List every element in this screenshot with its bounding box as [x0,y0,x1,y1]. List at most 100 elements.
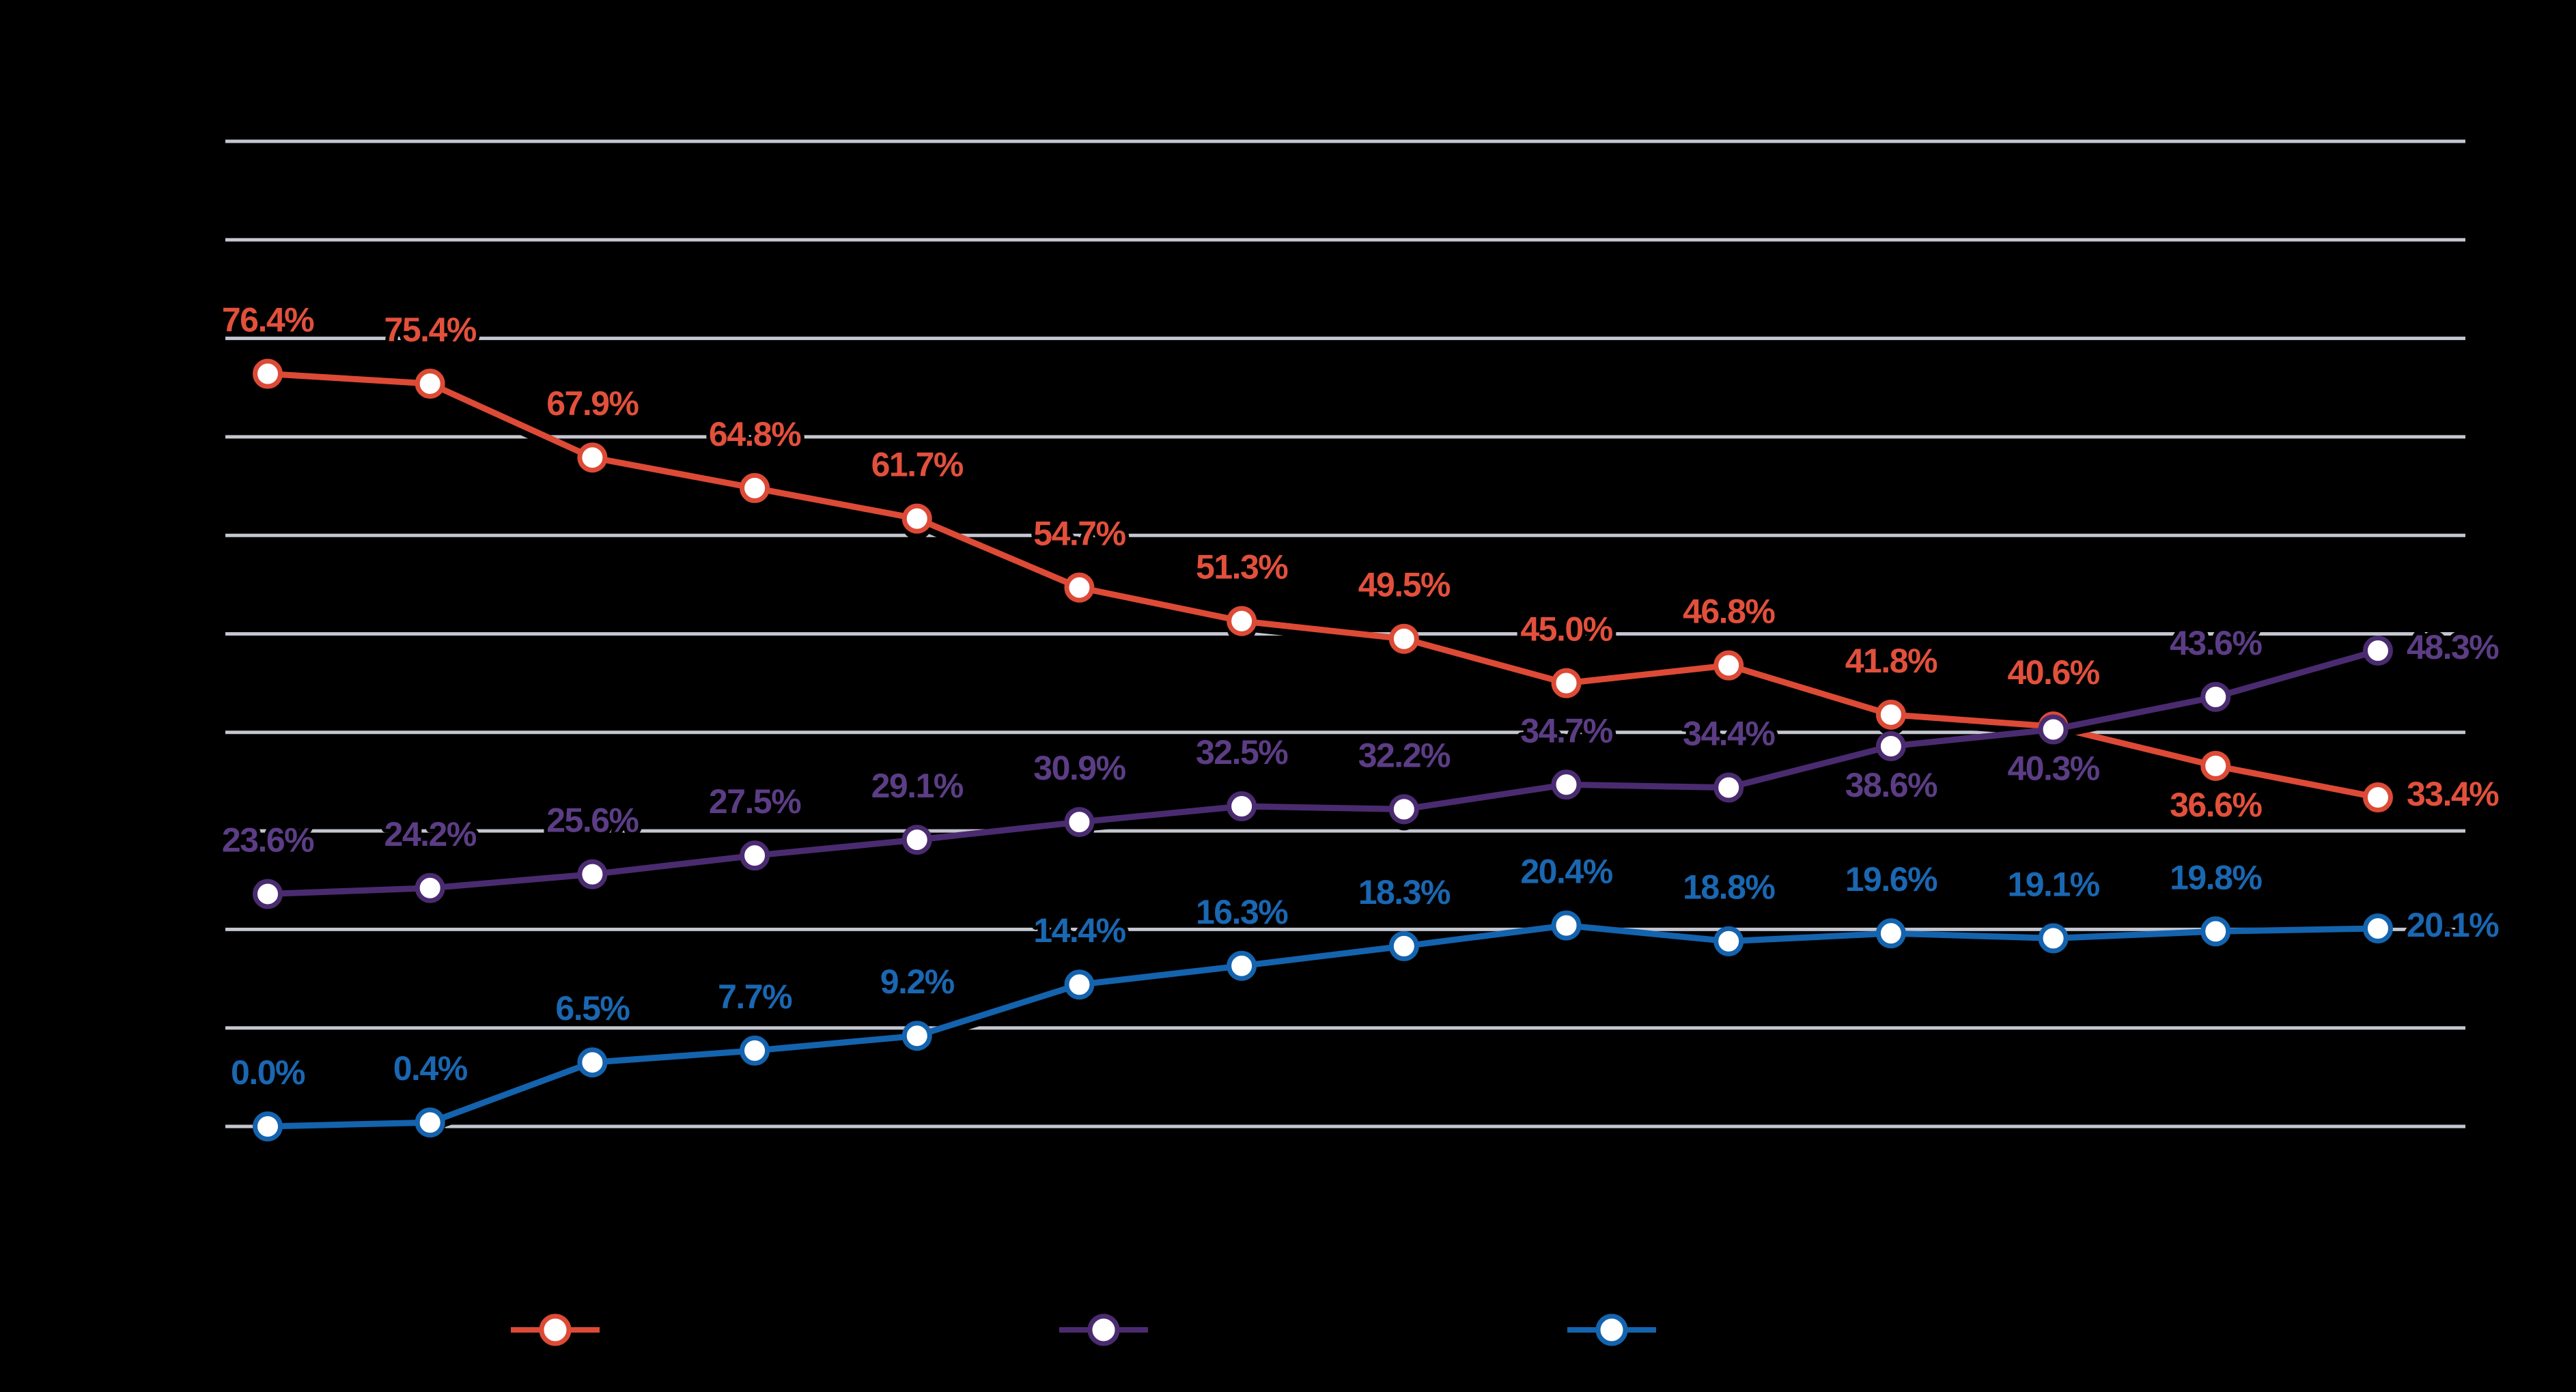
blue-series-point-marker[interactable] [1551,910,1582,941]
blue-series-data-label: 14.4% [1033,911,1125,950]
purple-series-point-marker[interactable] [1875,731,1906,762]
blue-series-data-label: 16.3% [1196,893,1288,931]
purple-series-data-label: 29.1% [871,767,964,805]
purple-series-point-marker[interactable] [577,859,608,890]
red-series-point-marker[interactable] [1551,668,1582,698]
blue-series-point-marker[interactable] [2038,923,2069,954]
purple-series-line [264,647,2381,897]
purple-series-labels: 23.6% 24.2% 25.6% 27.5% 29.1% 30.9% 32.5% 32.2%… [218,620,2504,863]
legend-item-blue-series[interactable] [1567,1313,1656,1351]
blue-series-data-label: 19.1% [2007,865,2099,903]
legend-point-marker [1087,1313,1120,1346]
purple-series-point-marker[interactable] [1551,769,1582,800]
red-series-point-marker[interactable] [253,358,283,389]
purple-series-point-marker[interactable] [2038,714,2069,745]
purple-series-data-label: 40.3% [2007,749,2099,787]
red-series-data-label: 49.5% [1358,566,1451,604]
purple-series-line-shadow [264,653,2382,904]
legend-point-marker [539,1313,572,1346]
red-series-point-marker[interactable] [1875,699,1906,730]
purple-series-point-marker[interactable] [1388,794,1419,825]
legend-point-marker [1595,1313,1628,1346]
red-series-data-label: 51.3% [1196,548,1288,586]
red-series-point-marker[interactable] [1064,572,1095,603]
red-series-labels: 76.4% 75.4% 67.9% 64.8% 61.7% 54.7% 51.3% 49.5%… [218,297,2504,827]
blue-series-data-label: 9.2% [880,963,955,1001]
red-series-point-marker[interactable] [1713,650,1744,681]
purple-series [253,636,2393,915]
red-series-data-label: 40.6% [2007,653,2099,692]
blue-series-data-label: 19.8% [2170,858,2262,896]
purple-series-point-marker[interactable] [2200,681,2231,712]
red-series-data-label: 41.8% [1845,642,1937,680]
blue-series-point-marker[interactable] [1713,926,1744,956]
blue-series [253,910,2393,1148]
red-series-data-label: 64.8% [709,415,801,453]
blue-series-point-marker[interactable] [1064,969,1095,1000]
blue-series-line-shadow [264,928,2382,1137]
red-series-point-marker[interactable] [1388,623,1419,654]
red-series-data-label: 61.7% [871,446,964,484]
purple-series-data-label: 32.5% [1196,733,1288,771]
red-series-data-label: 45.0% [1520,610,1612,649]
purple-series-point-marker[interactable] [415,872,445,903]
legend-item-purple-series[interactable] [1059,1313,1148,1351]
purple-series-data-label: 24.2% [384,815,477,853]
purple-series-data-label: 34.4% [1683,715,1775,753]
purple-series-data-label: 27.5% [709,782,801,821]
red-series-data-label: 54.7% [1033,515,1125,553]
red-series-data-label: 46.8% [1683,593,1775,631]
blue-series-data-label: 7.7% [718,978,792,1016]
red-series-point-marker[interactable] [740,472,770,503]
blue-series-point-marker[interactable] [1227,950,1257,981]
legend-item-red-series[interactable] [511,1313,600,1351]
red-series-point-marker[interactable] [577,442,608,473]
blue-series-labels: 0.0% 0.4% 6.5% 7.7% 9.2% 14.4% 16.3% 18.3% 20.4%… [227,849,2504,1095]
red-series-data-label: 75.4% [384,311,477,349]
red-series-data-label: 67.9% [546,384,639,423]
purple-series-data-label: 34.7% [1520,711,1612,750]
blue-series-data-label: 19.6% [1845,860,1937,898]
blue-series-point-marker[interactable] [253,1111,283,1141]
purple-series-point-marker[interactable] [901,825,932,855]
blue-series-point-marker[interactable] [2362,913,2393,943]
purple-series-data-label: 38.6% [1845,766,1937,804]
purple-series-data-label: 30.9% [1033,749,1125,787]
red-series-data-label: 33.4% [2407,775,2499,813]
blue-series-point-marker[interactable] [2200,916,2231,947]
red-series-line [264,371,2381,801]
blue-series-data-label: 6.5% [555,989,630,1027]
purple-series-data-label: 23.6% [222,821,314,859]
red-series-point-marker[interactable] [901,503,932,534]
blue-series-point-marker[interactable] [577,1047,608,1078]
red-series-point-marker[interactable] [2200,750,2231,781]
purple-series-point-marker[interactable] [740,840,770,871]
blue-series-data-label: 0.0% [231,1053,305,1092]
purple-series-point-marker[interactable] [2362,636,2393,666]
purple-series-data-label: 25.6% [546,801,639,840]
blue-series-point-marker[interactable] [740,1035,770,1066]
blue-series-data-label: 20.4% [1520,853,1612,891]
red-series-point-marker[interactable] [2362,782,2393,813]
purple-series-point-marker[interactable] [1064,807,1095,838]
blue-series-point-marker[interactable] [415,1107,445,1138]
red-series-point-marker[interactable] [1227,606,1257,636]
purple-series-point-marker[interactable] [1227,791,1257,822]
blue-series-line [264,922,2381,1130]
blue-series-data-label: 0.4% [393,1049,468,1088]
blue-series-point-marker[interactable] [1875,918,1906,949]
red-series-data-label: 76.4% [222,301,314,339]
purple-series-point-marker[interactable] [253,879,283,909]
blue-series-data-label: 20.1% [2407,906,2499,944]
purple-series-point-marker[interactable] [1713,772,1744,803]
blue-series-point-marker[interactable] [1388,931,1419,961]
blue-series-data-label: 18.8% [1683,868,1775,907]
legend [511,1313,1656,1351]
purple-series-data-label: 48.3% [2407,628,2499,666]
purple-series-data-label: 32.2% [1358,736,1451,774]
red-series-point-marker[interactable] [415,368,445,399]
blue-series-point-marker[interactable] [901,1021,932,1051]
blue-series-data-label: 18.3% [1358,873,1451,911]
